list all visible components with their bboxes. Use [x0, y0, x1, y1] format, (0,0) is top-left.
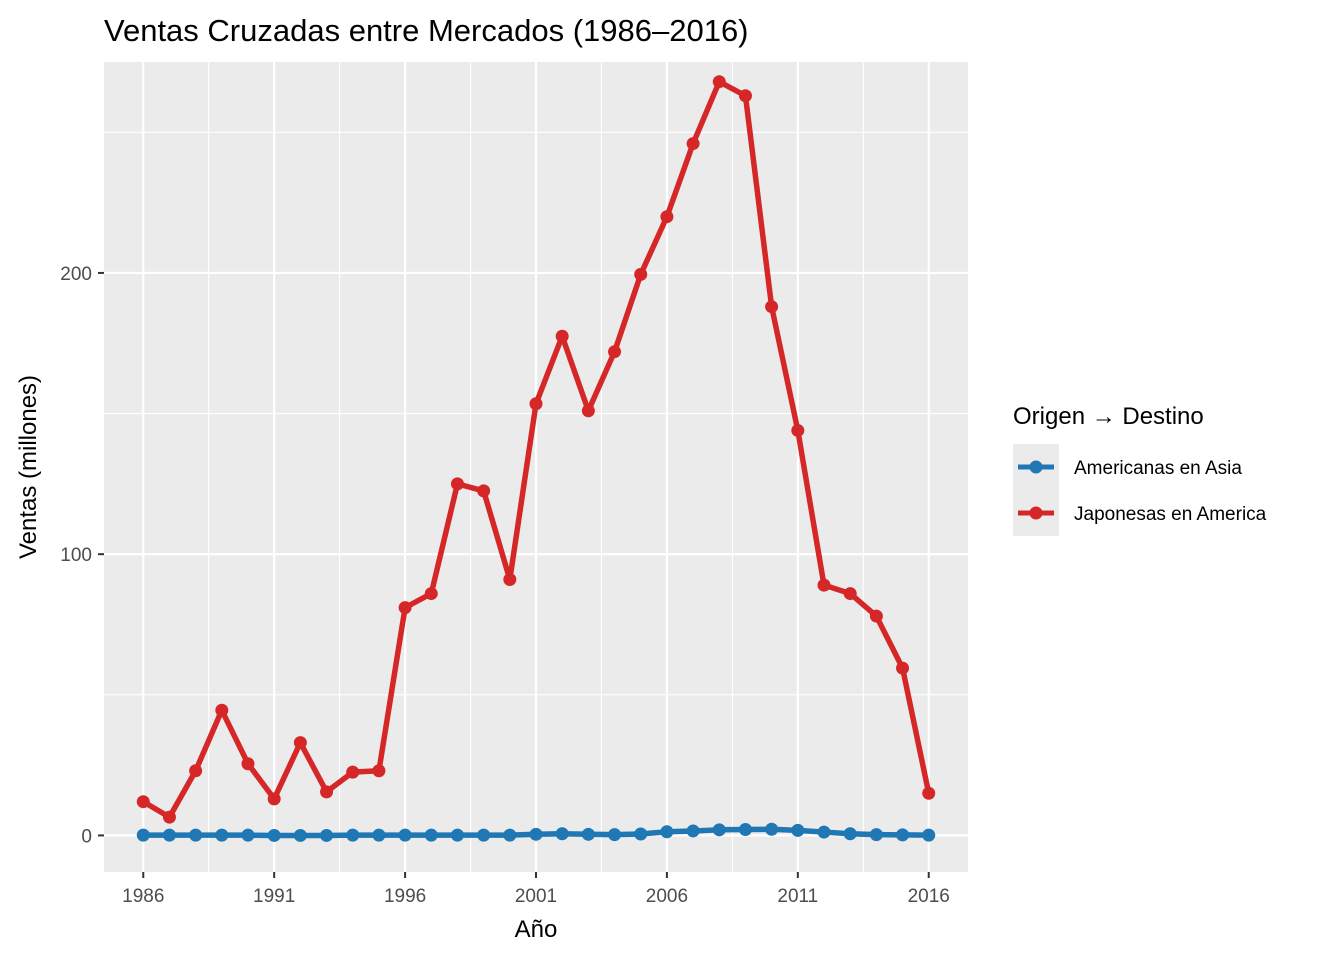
data-point-japonesas-en-america — [529, 397, 543, 411]
data-point-japonesas-en-america — [555, 329, 569, 343]
data-point-japonesas-en-america — [346, 765, 360, 779]
data-point-japonesas-en-america — [477, 484, 491, 498]
data-point-japonesas-en-america — [869, 609, 883, 623]
data-point-americanas-en-asia — [555, 827, 569, 841]
legend-label-japonesas-en-america: Japonesas en America — [1074, 504, 1267, 525]
data-point-japonesas-en-america — [503, 573, 517, 586]
x-tick-label: 2016 — [908, 886, 950, 907]
data-point-americanas-en-asia — [503, 828, 517, 842]
x-tick-label: 2006 — [646, 886, 688, 907]
series-layer — [136, 75, 936, 842]
data-point-americanas-en-asia — [660, 825, 674, 839]
data-point-americanas-en-asia — [896, 828, 910, 842]
data-point-japonesas-en-america — [896, 661, 910, 675]
data-point-japonesas-en-america — [267, 792, 281, 806]
legend-title: Origen → Destino — [1013, 403, 1204, 430]
y-axis-title: Ventas (millones) — [15, 375, 42, 559]
data-point-japonesas-en-america — [738, 89, 752, 103]
data-point-americanas-en-asia — [843, 827, 857, 841]
data-point-japonesas-en-america — [634, 267, 648, 281]
data-point-japonesas-en-america — [162, 810, 176, 824]
data-point-americanas-en-asia — [712, 823, 726, 837]
legend-key-point-americanas-en-asia — [1029, 460, 1043, 474]
data-point-americanas-en-asia — [634, 827, 648, 841]
data-point-japonesas-en-america — [660, 210, 674, 224]
data-point-americanas-en-asia — [686, 824, 700, 838]
data-point-americanas-en-asia — [817, 825, 831, 839]
data-point-americanas-en-asia — [765, 822, 779, 836]
x-tick-label: 1996 — [384, 886, 426, 907]
data-point-japonesas-en-america — [608, 345, 622, 359]
data-point-americanas-en-asia — [267, 828, 281, 842]
data-point-americanas-en-asia — [450, 828, 464, 842]
data-point-japonesas-en-america — [581, 404, 595, 418]
plot-panel — [104, 62, 968, 872]
data-point-japonesas-en-america — [817, 578, 831, 592]
y-tick-label: 100 — [60, 545, 92, 566]
data-point-americanas-en-asia — [424, 828, 438, 842]
data-point-americanas-en-asia — [293, 828, 307, 842]
legend-label-americanas-en-asia: Americanas en Asia — [1074, 458, 1242, 479]
data-point-japonesas-en-america — [241, 757, 255, 771]
x-tick-label: 2011 — [777, 886, 818, 907]
x-axis-title: Año — [515, 916, 558, 943]
data-point-japonesas-en-america — [189, 764, 203, 778]
x-tick-label: 1991 — [253, 886, 295, 907]
data-point-americanas-en-asia — [738, 823, 752, 837]
data-point-americanas-en-asia — [608, 828, 622, 842]
data-point-japonesas-en-america — [293, 736, 307, 750]
data-point-japonesas-en-america — [372, 764, 386, 778]
data-point-japonesas-en-america — [791, 423, 805, 437]
data-point-americanas-en-asia — [372, 828, 386, 842]
x-axis: 1986 1991 1996 2001 2006 2011 2016 — [122, 872, 950, 907]
y-tick-label: 0 — [81, 826, 92, 847]
data-point-americanas-en-asia — [922, 828, 936, 842]
data-point-americanas-en-asia — [215, 828, 229, 842]
data-point-americanas-en-asia — [136, 828, 150, 842]
major-gridlines — [104, 62, 968, 872]
data-point-japonesas-en-america — [843, 587, 857, 601]
x-tick-label: 2001 — [515, 886, 557, 907]
data-point-americanas-en-asia — [581, 827, 595, 841]
data-point-japonesas-en-america — [922, 786, 936, 800]
data-point-americanas-en-asia — [869, 828, 883, 842]
data-point-americanas-en-asia — [320, 828, 334, 842]
minor-gridlines — [104, 62, 968, 872]
data-point-americanas-en-asia — [398, 828, 412, 842]
data-point-japonesas-en-america — [712, 75, 726, 89]
data-point-japonesas-en-america — [398, 601, 412, 615]
data-point-japonesas-en-america — [136, 795, 150, 809]
x-tick-label: 1986 — [122, 886, 164, 907]
data-point-americanas-en-asia — [162, 828, 176, 842]
data-point-americanas-en-asia — [241, 828, 255, 842]
chart-title: Ventas Cruzadas entre Mercados (1986–201… — [104, 13, 749, 48]
legend: Origen → Destino Americanas en Asia Japo… — [1013, 403, 1267, 536]
data-point-japonesas-en-america — [424, 587, 438, 601]
data-point-japonesas-en-america — [320, 785, 334, 799]
data-point-japonesas-en-america — [450, 477, 464, 491]
data-point-japonesas-en-america — [686, 137, 700, 151]
data-point-americanas-en-asia — [791, 823, 805, 837]
legend-key-point-japonesas-en-america — [1029, 506, 1043, 520]
data-point-americanas-en-asia — [477, 828, 491, 842]
y-axis: 0 100 200 — [60, 264, 104, 847]
data-point-japonesas-en-america — [215, 703, 229, 717]
data-point-americanas-en-asia — [189, 828, 203, 842]
data-point-americanas-en-asia — [529, 827, 543, 841]
data-point-japonesas-en-america — [765, 300, 779, 314]
y-tick-label: 200 — [60, 264, 92, 285]
data-point-americanas-en-asia — [346, 828, 360, 842]
